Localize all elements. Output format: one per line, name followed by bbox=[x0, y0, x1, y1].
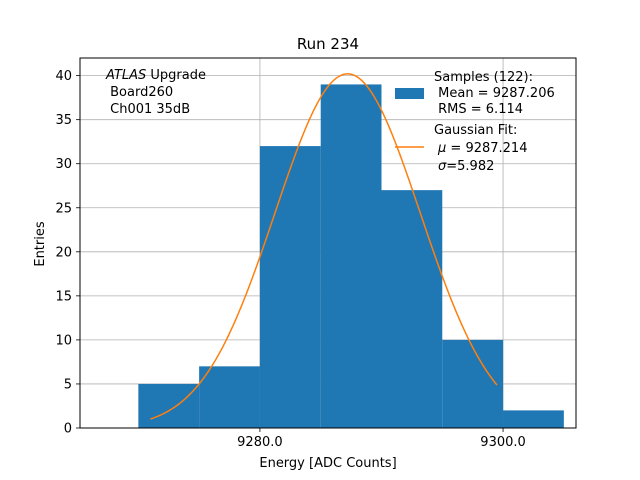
annotation-upgrade: Upgrade bbox=[146, 68, 206, 83]
y-tick-label: 0 bbox=[64, 422, 72, 437]
y-tick-label: 25 bbox=[55, 201, 72, 216]
legend-samples-mean: Mean = 9287.206 bbox=[434, 86, 555, 101]
x-tick-label: 9280.0 bbox=[237, 435, 283, 450]
y-tick-label: 35 bbox=[55, 113, 72, 128]
gaussian-fit-curve bbox=[150, 73, 498, 420]
histogram-bars bbox=[138, 84, 564, 428]
mu-value: = 9287.214 bbox=[446, 141, 527, 156]
legend: Samples (122): Mean = 9287.206 RMS = 6.1… bbox=[395, 70, 555, 174]
legend-fit-label: Gaussian Fit: bbox=[434, 123, 517, 138]
histogram-bar bbox=[503, 410, 564, 428]
chart-title: Run 234 bbox=[297, 35, 359, 53]
annotation-box: ATLAS Upgrade Board260 Ch001 35dB bbox=[105, 68, 206, 117]
y-tick-label: 30 bbox=[55, 157, 72, 172]
y-tick-label: 5 bbox=[64, 377, 72, 392]
legend-fit-sigma: σ=5.982 bbox=[438, 159, 494, 174]
histogram-bar bbox=[138, 383, 200, 428]
legend-samples-label: Samples (122): bbox=[434, 70, 533, 85]
annotation-line-1: ATLAS Upgrade bbox=[105, 68, 206, 83]
histogram-bar bbox=[320, 84, 382, 428]
x-axis-label: Energy [ADC Counts] bbox=[259, 456, 396, 471]
y-tick-label: 15 bbox=[55, 289, 72, 304]
y-tick-label: 40 bbox=[55, 69, 72, 84]
annotation-line-3: Ch001 35dB bbox=[106, 102, 190, 117]
sigma-symbol: σ bbox=[438, 159, 447, 174]
legend-fit-mu: μ = 9287.214 bbox=[437, 141, 527, 156]
y-axis-label: Entries bbox=[33, 221, 48, 267]
x-tick-label: 9300.0 bbox=[480, 435, 526, 450]
histogram-bar bbox=[199, 366, 260, 428]
legend-samples-rms: RMS = 6.114 bbox=[434, 102, 523, 117]
y-tick-label: 20 bbox=[55, 245, 72, 260]
histogram-bar bbox=[259, 146, 321, 428]
gaussian-fit bbox=[150, 73, 498, 420]
histogram-bar bbox=[381, 190, 443, 428]
annotation-line-2: Board260 bbox=[106, 85, 173, 100]
histogram-bar bbox=[442, 339, 504, 428]
y-axis: 0 5 10 15 20 25 30 35 40 bbox=[55, 69, 80, 437]
y-tick-label: 10 bbox=[55, 333, 72, 348]
mu-symbol: μ bbox=[437, 141, 446, 156]
legend-samples-patch bbox=[395, 88, 424, 99]
atlas-italic: ATLAS bbox=[105, 68, 146, 83]
plot-frame bbox=[79, 57, 577, 429]
x-axis: 9280.0 9300.0 bbox=[237, 428, 526, 450]
sigma-value: =5.982 bbox=[446, 159, 494, 174]
